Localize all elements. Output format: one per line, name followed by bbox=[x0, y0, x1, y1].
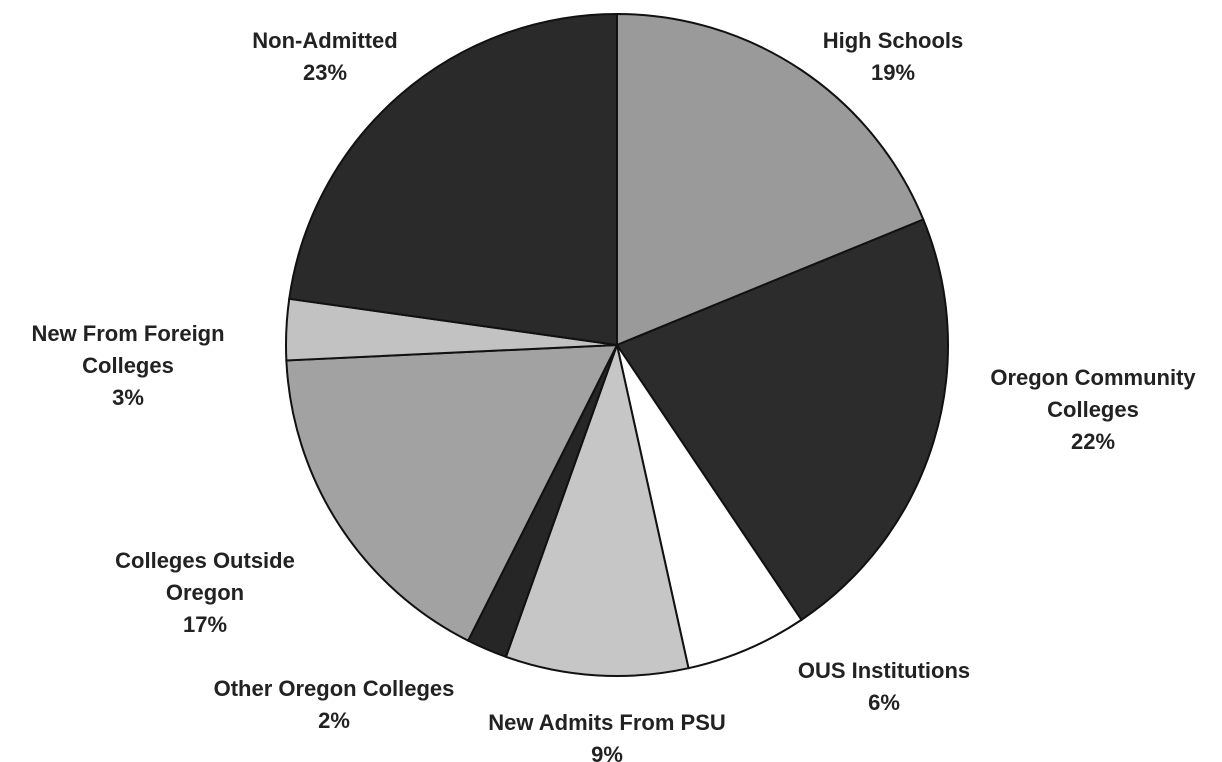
pie-slice bbox=[288, 12, 618, 347]
value-label: 3% bbox=[112, 385, 144, 410]
value-label: 6% bbox=[868, 690, 900, 715]
category-label: New From Foreign Colleges bbox=[31, 321, 225, 378]
category-label: High Schools bbox=[822, 28, 964, 53]
pie-slice bbox=[504, 341, 690, 677]
value-label: 23% bbox=[302, 60, 348, 85]
slice-label: New From Foreign Colleges 3% bbox=[8, 318, 248, 414]
slice-label: Other Oregon Colleges 2% bbox=[174, 673, 494, 737]
slice-label: Oregon Community Colleges 22% bbox=[963, 362, 1222, 458]
category-label: Oregon Community Colleges bbox=[990, 365, 1196, 422]
pie-slice bbox=[285, 343, 619, 642]
pie-slice bbox=[615, 218, 949, 622]
category-label: Non-Admitted bbox=[252, 28, 398, 53]
value-label: 9% bbox=[591, 742, 623, 762]
slice-label: OUS Institutions 6% bbox=[754, 655, 1014, 719]
slice-label: High Schools 19% bbox=[763, 25, 1023, 89]
category-label: Other Oregon Colleges bbox=[213, 676, 455, 701]
category-label: OUS Institutions bbox=[797, 658, 971, 683]
category-label: Colleges Outside Oregon bbox=[115, 548, 295, 605]
slice-label: New Admits From PSU 9% bbox=[457, 707, 757, 762]
slice-label: Colleges Outside Oregon 17% bbox=[95, 545, 315, 641]
value-label: 2% bbox=[318, 708, 350, 733]
slice-label: Non-Admitted 23% bbox=[195, 25, 455, 89]
value-label: 22% bbox=[1070, 429, 1116, 454]
pie-slice bbox=[616, 344, 803, 670]
value-label: 17% bbox=[182, 612, 228, 637]
value-label: 19% bbox=[870, 60, 916, 85]
pie-slice bbox=[616, 12, 925, 347]
category-label: New Admits From PSU bbox=[488, 710, 726, 735]
